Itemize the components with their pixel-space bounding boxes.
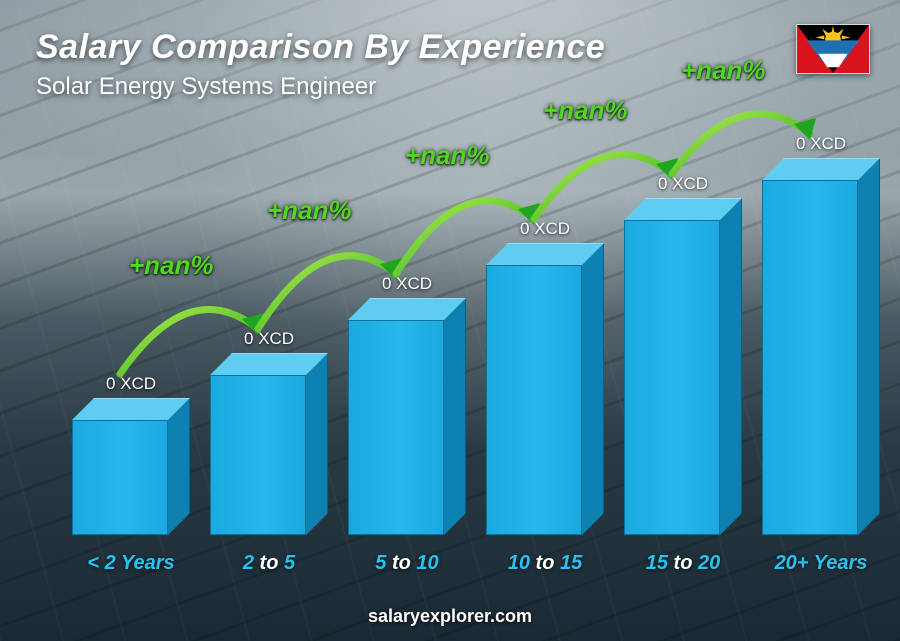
infographic-stage: Salary Comparison By Experience Solar En… [0,0,900,641]
category-label: < 2 Years [68,552,194,575]
bar-front [486,265,582,535]
bar-front [624,220,720,535]
bar-value-label: 0 XCD [624,174,742,194]
bar-slot: 15 to 200 XCD [624,220,742,535]
bar-side [582,243,604,535]
bar-slot: < 2 Years0 XCD [72,420,190,535]
bar-3d [210,375,328,535]
salary-bar-chart: < 2 Years0 XCD2 to 50 XCD+nan%5 to 100 X… [0,107,900,577]
bar-front [348,320,444,535]
bar-slot: 10 to 150 XCD [486,265,604,535]
category-label: 2 to 5 [206,552,332,575]
bar-3d [486,265,604,535]
bar-3d [624,220,742,535]
bar-value-label: 0 XCD [210,329,328,349]
delta-label: +nan% [405,140,490,171]
bar-side [720,198,742,535]
bar-3d [348,320,466,535]
footer-credit: salaryexplorer.com [0,606,900,627]
bar-slot: 2 to 50 XCD [210,375,328,535]
bar-side [306,353,328,535]
bar-value-label: 0 XCD [348,274,466,294]
bar-value-label: 0 XCD [72,374,190,394]
bar-front [762,180,858,535]
antigua-barbuda-flag-icon [796,24,870,74]
title: Salary Comparison By Experience [36,28,605,67]
delta-label: +nan% [681,55,766,86]
bar-3d [762,180,880,535]
category-label: 20+ Years [758,552,884,575]
bar-3d [72,420,190,535]
delta-label: +nan% [129,250,214,281]
bar-value-label: 0 XCD [486,219,604,239]
delta-label: +nan% [543,95,628,126]
bar-side [858,158,880,535]
category-label: 5 to 10 [344,552,470,575]
category-label: 15 to 20 [620,552,746,575]
bar-slot: 20+ Years0 XCD [762,180,880,535]
bar-front [210,375,306,535]
bar-slot: 5 to 100 XCD [348,320,466,535]
title-block: Salary Comparison By Experience Solar En… [36,28,605,101]
delta-label: +nan% [267,195,352,226]
bar-side [168,398,190,535]
bar-front [72,420,168,535]
category-label: 10 to 15 [482,552,608,575]
bar-value-label: 0 XCD [762,134,880,154]
bar-side [444,298,466,535]
subtitle: Solar Energy Systems Engineer [36,73,605,101]
